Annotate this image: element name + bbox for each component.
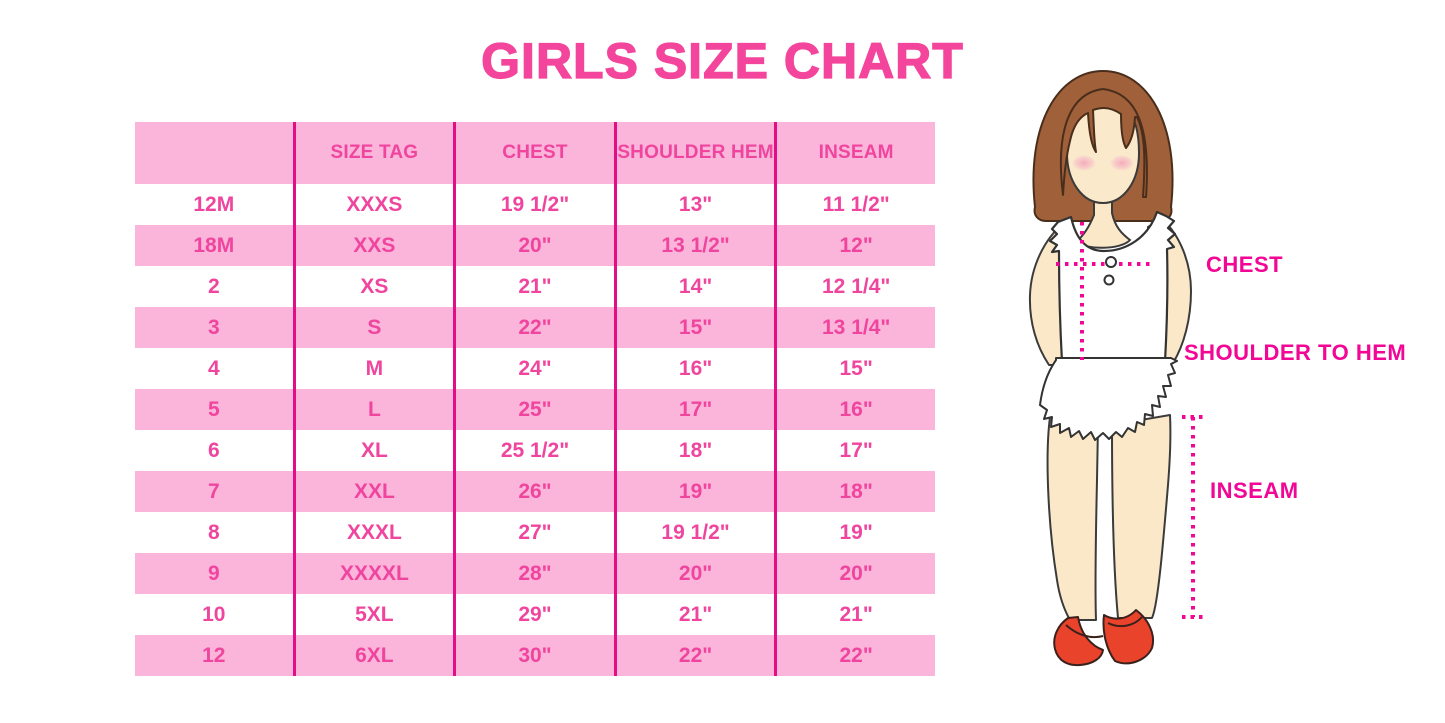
cell-chest: 22" bbox=[453, 307, 614, 348]
cell-size: 4 bbox=[207, 356, 220, 380]
cell-size-tag: XL bbox=[292, 430, 454, 471]
cell-inseam: 20" bbox=[774, 553, 935, 594]
cell-inseam: 12" bbox=[774, 225, 935, 266]
cell-inseam: 11 1/2" bbox=[774, 184, 935, 225]
cell-size: 3 bbox=[207, 315, 220, 339]
table-row: 6 XL 25 1/2" 18" 17" bbox=[135, 430, 935, 471]
cell-chest: 24" bbox=[453, 348, 614, 389]
skirt bbox=[1039, 357, 1178, 441]
left-leg bbox=[1046, 416, 1099, 621]
table-row: 2 XS 21" 14" 12 1/4" bbox=[135, 266, 935, 307]
cell-chest: 30" bbox=[453, 635, 614, 676]
cell-size-tag: XXXXL bbox=[292, 553, 454, 594]
cell-chest: 26" bbox=[453, 471, 614, 512]
shirt-button-top bbox=[1105, 256, 1117, 268]
cell-chest: 20" bbox=[453, 225, 614, 266]
girls-size-table: SIZE TAG CHEST SHOULDER HEM INSEAM 12M XX… bbox=[135, 122, 935, 676]
cell-shoulder-hem: 14" bbox=[613, 266, 775, 307]
left-shoe-strap bbox=[1065, 624, 1104, 639]
table-row: 3 S 22" 15" 13 1/4" bbox=[135, 307, 935, 348]
left-shoe bbox=[1053, 616, 1104, 667]
cell-chest: 25 1/2" bbox=[453, 430, 614, 471]
table-row: 18M XXS 20" 13 1/2" 12" bbox=[135, 225, 935, 266]
girl-illustration: CHEST SHOULDER TO HEM INSEAM bbox=[1028, 70, 1406, 667]
header-cell-inseam: INSEAM bbox=[774, 122, 935, 184]
cell-shoulder-hem: 16" bbox=[613, 348, 775, 389]
cell-size-tag: XXXL bbox=[292, 512, 454, 553]
cell-inseam: 16" bbox=[774, 389, 935, 430]
inseam-label: INSEAM bbox=[1210, 478, 1299, 503]
cell-inseam: 17" bbox=[774, 430, 935, 471]
measurement-figure: CHEST SHOULDER TO HEM INSEAM bbox=[1000, 55, 1440, 695]
right-leg bbox=[1111, 414, 1172, 619]
cell-size-tag: S bbox=[292, 307, 454, 348]
cell-shoulder-hem: 18" bbox=[613, 430, 775, 471]
neck bbox=[1074, 182, 1132, 249]
cell-shoulder-hem: 15" bbox=[613, 307, 775, 348]
table-row: 12 6XL 30" 22" 22" bbox=[135, 635, 935, 676]
table-row: 10 5XL 29" 21" 21" bbox=[135, 594, 935, 635]
cell-chest: 28" bbox=[453, 553, 614, 594]
cell-inseam: 15" bbox=[774, 348, 935, 389]
table-row: 8 XXXL 27" 19 1/2" 19" bbox=[135, 512, 935, 553]
cell-size-tag: XS bbox=[292, 266, 454, 307]
cell-size-tag: M bbox=[292, 348, 454, 389]
cell-size: 6 bbox=[207, 438, 220, 462]
cell-inseam: 19" bbox=[774, 512, 935, 553]
cell-inseam: 13 1/4" bbox=[774, 307, 935, 348]
cell-size: 7 bbox=[207, 479, 220, 503]
cell-size: 9 bbox=[207, 561, 220, 585]
cell-size-tag: XXS bbox=[292, 225, 454, 266]
table-row: 9 XXXXL 28" 20" 20" bbox=[135, 553, 935, 594]
cell-inseam: 22" bbox=[774, 635, 935, 676]
right-shoe bbox=[1102, 609, 1154, 665]
cell-inseam: 18" bbox=[774, 471, 935, 512]
cell-size: 12 bbox=[202, 643, 226, 667]
table-row: 12M XXXS 19 1/2" 13" 11 1/2" bbox=[135, 184, 935, 225]
cell-shoulder-hem: 13" bbox=[613, 184, 775, 225]
blush-left-cheek bbox=[1072, 155, 1096, 171]
cell-shoulder-hem: 17" bbox=[613, 389, 775, 430]
shoulder-to-hem-label: SHOULDER TO HEM bbox=[1184, 340, 1406, 365]
header-cell-blank bbox=[135, 122, 293, 184]
cell-shoulder-hem: 13 1/2" bbox=[613, 225, 775, 266]
cell-size-tag: 5XL bbox=[292, 594, 454, 635]
cell-inseam: 21" bbox=[774, 594, 935, 635]
cell-size-tag: 6XL bbox=[292, 635, 454, 676]
cell-size-tag: XXXS bbox=[292, 184, 454, 225]
blush-right-cheek bbox=[1110, 155, 1134, 171]
cell-size: 8 bbox=[207, 520, 220, 544]
cell-shoulder-hem: 21" bbox=[613, 594, 775, 635]
hair-bangs bbox=[1059, 88, 1148, 198]
cell-chest: 27" bbox=[453, 512, 614, 553]
cell-chest: 19 1/2" bbox=[453, 184, 614, 225]
table-row: 7 XXL 26" 19" 18" bbox=[135, 471, 935, 512]
cell-shoulder-hem: 20" bbox=[613, 553, 775, 594]
cell-size-tag: XXL bbox=[292, 471, 454, 512]
cell-size: 18M bbox=[193, 233, 235, 257]
table-header-row: SIZE TAG CHEST SHOULDER HEM INSEAM bbox=[135, 122, 935, 184]
right-shoe-strap bbox=[1107, 616, 1143, 628]
cell-shoulder-hem: 19" bbox=[613, 471, 775, 512]
cell-size: 5 bbox=[207, 397, 220, 421]
cell-chest: 21" bbox=[453, 266, 614, 307]
cell-chest: 29" bbox=[453, 594, 614, 635]
cell-size: 2 bbox=[207, 274, 220, 298]
cell-shoulder-hem: 22" bbox=[613, 635, 775, 676]
cell-size: 12M bbox=[193, 192, 235, 216]
shirt-button-bottom bbox=[1103, 274, 1115, 286]
cell-chest: 25" bbox=[453, 389, 614, 430]
cell-size-tag: L bbox=[292, 389, 454, 430]
header-cell-size-tag: SIZE TAG bbox=[292, 122, 454, 184]
page-title: GIRLS SIZE CHART bbox=[481, 32, 964, 89]
table-row: 5 L 25" 17" 16" bbox=[135, 389, 935, 430]
table-row: 4 M 24" 16" 15" bbox=[135, 348, 935, 389]
header-cell-chest: CHEST bbox=[453, 122, 614, 184]
cell-shoulder-hem: 19 1/2" bbox=[613, 512, 775, 553]
cell-size: 10 bbox=[202, 602, 226, 626]
chest-label: CHEST bbox=[1206, 252, 1283, 277]
header-cell-shoulder-hem: SHOULDER HEM bbox=[613, 122, 775, 184]
cell-inseam: 12 1/4" bbox=[774, 266, 935, 307]
